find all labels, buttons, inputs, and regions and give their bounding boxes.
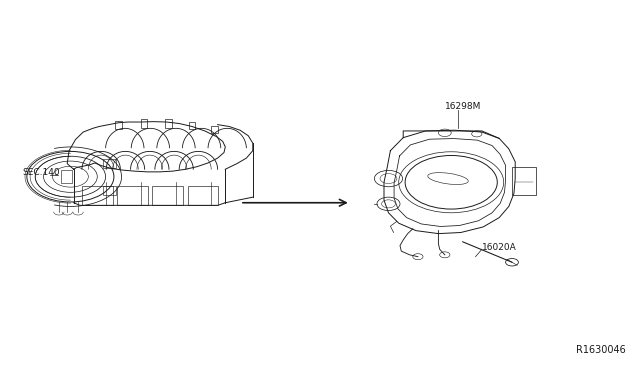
Bar <box>141 119 147 128</box>
Bar <box>117 186 148 205</box>
Bar <box>61 170 72 183</box>
Bar <box>165 119 172 128</box>
Bar <box>211 126 218 133</box>
Bar <box>189 122 195 129</box>
Text: R1630046: R1630046 <box>576 345 626 355</box>
Bar <box>188 186 218 205</box>
Bar <box>103 159 116 168</box>
Text: 16298M: 16298M <box>445 102 481 110</box>
Text: SEC.140: SEC.140 <box>22 169 60 177</box>
Bar <box>512 167 536 195</box>
Text: 16020A: 16020A <box>482 243 516 252</box>
Bar <box>152 186 183 205</box>
Bar <box>115 121 122 129</box>
Bar <box>82 186 113 205</box>
Bar <box>103 186 116 195</box>
